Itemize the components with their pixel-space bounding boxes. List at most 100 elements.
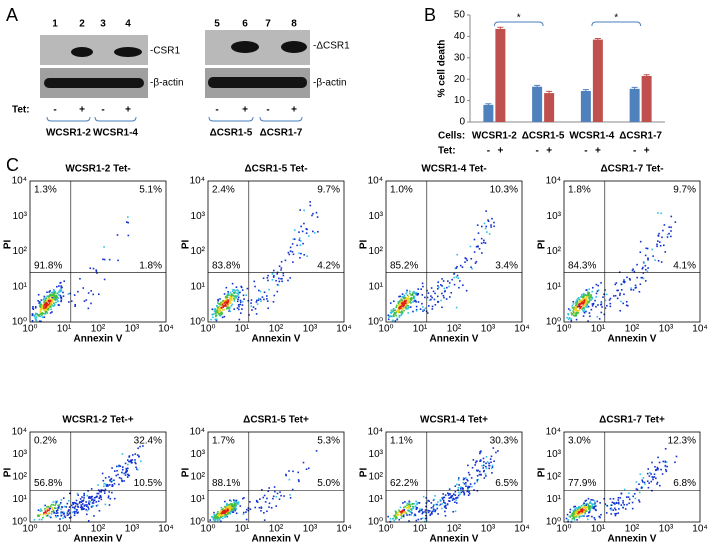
event-dot — [48, 511, 51, 514]
event-dot — [485, 465, 487, 468]
event-dot — [419, 308, 422, 310]
event-dot — [63, 280, 66, 283]
event-dot — [447, 494, 450, 496]
x-tick-label: 10² — [91, 324, 106, 335]
event-dot — [52, 291, 54, 294]
event-dot — [618, 271, 621, 273]
event-dot — [79, 500, 81, 503]
event-dot — [575, 305, 577, 308]
event-dot — [619, 294, 621, 296]
event-dot — [296, 244, 298, 247]
event-dot — [395, 314, 398, 317]
event-dot — [414, 514, 417, 517]
event-dot — [656, 243, 658, 246]
plot-frame — [385, 431, 523, 523]
event-dot — [647, 486, 650, 489]
event-dot — [225, 514, 228, 516]
event-dot — [236, 289, 238, 291]
event-dot — [462, 477, 465, 479]
event-dot — [591, 303, 594, 305]
event-dot — [245, 294, 247, 296]
event-dot — [480, 450, 482, 452]
scatter-cloud — [565, 448, 678, 523]
event-dot — [425, 502, 428, 504]
event-dot — [588, 312, 591, 314]
event-dot — [402, 301, 404, 304]
event-dot — [49, 300, 52, 303]
event-dot — [425, 497, 428, 499]
event-dot — [47, 305, 50, 308]
event-dot — [395, 306, 397, 308]
event-dot — [54, 514, 57, 517]
event-dot — [586, 295, 589, 298]
event-dot — [77, 290, 79, 293]
event-dot — [407, 306, 410, 308]
event-dot — [50, 292, 53, 294]
event-dot — [580, 301, 583, 303]
event-dot — [55, 510, 58, 513]
event-dot — [214, 308, 217, 310]
event-dot — [642, 277, 645, 280]
event-dot — [246, 287, 249, 290]
error-bar — [631, 86, 638, 91]
event-dot — [109, 479, 111, 482]
event-dot — [241, 300, 244, 303]
event-dot — [215, 314, 218, 316]
event-dot — [421, 302, 423, 305]
event-dot — [408, 298, 410, 301]
event-dot — [411, 507, 413, 510]
event-dot — [300, 225, 302, 228]
event-dot — [236, 502, 239, 504]
event-dot — [387, 318, 390, 321]
event-dot — [400, 310, 403, 312]
event-dot — [51, 507, 53, 509]
event-dot — [53, 507, 56, 509]
tet-label: Tet: — [12, 105, 30, 116]
event-dot — [574, 512, 577, 514]
event-dot — [266, 298, 268, 300]
event-dot — [451, 495, 453, 497]
event-dot — [62, 497, 65, 499]
event-dot — [452, 493, 455, 495]
event-dot — [466, 479, 469, 482]
event-dot — [224, 511, 227, 514]
event-dot — [68, 509, 70, 511]
event-dot — [254, 506, 257, 509]
event-dot — [46, 508, 48, 510]
event-dot — [468, 492, 471, 495]
event-dot — [234, 500, 236, 502]
event-dot — [486, 231, 488, 233]
event-dot — [237, 294, 240, 296]
event-dot — [569, 508, 572, 511]
event-dot — [68, 512, 71, 514]
event-dot — [438, 504, 441, 507]
event-dot — [490, 224, 492, 226]
event-dot — [418, 510, 421, 512]
event-dot — [40, 311, 42, 314]
y-tick-label: 10³ — [369, 211, 384, 222]
y-tick-label: 10⁴ — [190, 427, 205, 438]
event-dot — [490, 226, 492, 228]
event-dot — [220, 516, 222, 518]
event-dot — [668, 232, 670, 235]
event-dot — [470, 266, 472, 269]
tet-sign: + — [291, 105, 297, 116]
event-dot — [612, 295, 615, 297]
event-dot — [256, 303, 259, 305]
event-dot — [430, 502, 433, 504]
event-dot — [119, 465, 122, 467]
event-dot — [411, 503, 413, 505]
event-dot — [404, 505, 407, 508]
event-dot — [394, 518, 397, 520]
quadrant-percent: 10.3% — [490, 185, 518, 196]
plot-frame — [563, 431, 701, 523]
event-dot — [484, 242, 487, 244]
event-dot — [408, 500, 411, 503]
event-dot — [60, 514, 63, 517]
event-dot — [628, 277, 631, 280]
event-dot — [311, 214, 313, 217]
y-tick-label: 10⁰ — [190, 317, 205, 328]
event-dot — [614, 283, 617, 286]
event-dot — [217, 302, 219, 304]
event-dot — [577, 510, 580, 513]
